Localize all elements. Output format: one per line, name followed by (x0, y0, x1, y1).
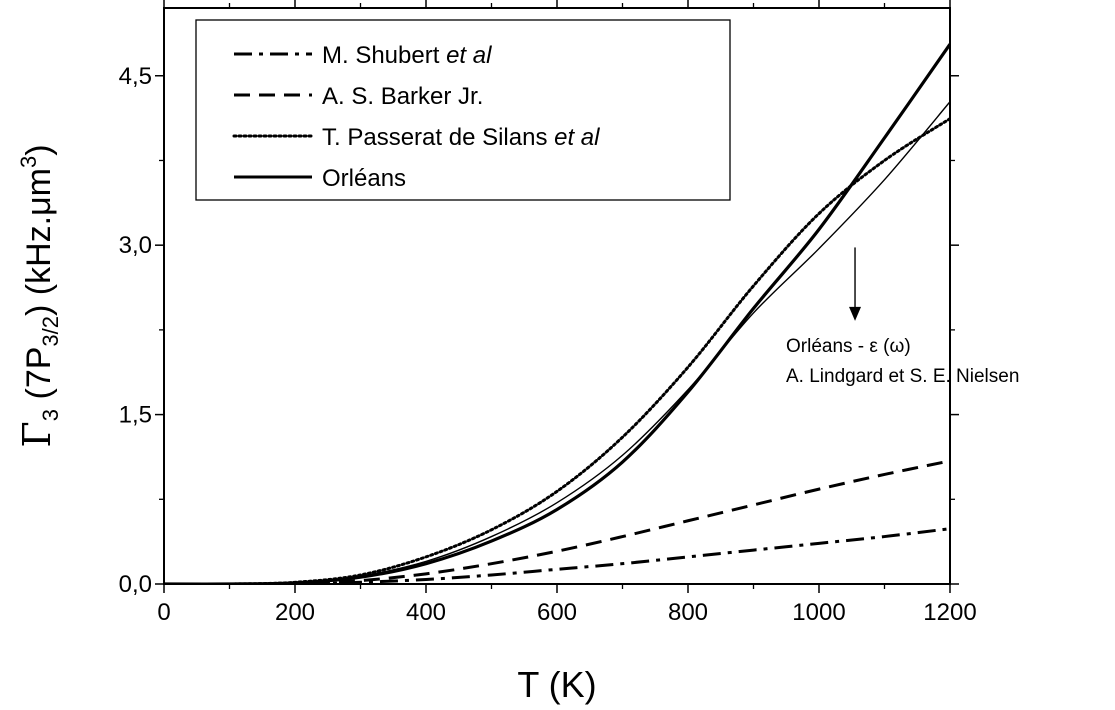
legend-label-1: A. S. Barker Jr. (322, 83, 483, 110)
x-axis-title: T (K) (517, 664, 596, 705)
legend-label-text: A. S. Barker Jr. (322, 83, 483, 110)
legend: M. Shubert et al A. S. Barker Jr. T. Passe… (195, 19, 731, 201)
series-line-4 (164, 101, 950, 584)
y-axis-title-superscript: 3 (16, 156, 41, 168)
annotation-line-1: Orléans - ε (ω) (786, 336, 911, 357)
legend-label-0: M. Shubert et al (322, 42, 492, 69)
y-tick-label: 1,5 (119, 402, 152, 429)
series-group (164, 43, 950, 584)
y-axis-title-end: ) (20, 144, 58, 155)
x-tick-label: 400 (406, 599, 446, 626)
annotation-line-2: A. Lindgard et S. E. Nielsen (786, 366, 1019, 387)
x-tick-label: 0 (157, 599, 170, 626)
series-line-0 (164, 527, 950, 584)
y-axis-title-text: (7P (20, 347, 58, 409)
axes-layer (155, 0, 959, 593)
y-tick-label: 3,0 (119, 232, 152, 259)
legend-box (195, 19, 731, 201)
legend-label-text: M. Shubert (322, 42, 446, 69)
legend-label-2: T. Passerat de Silans et al (322, 124, 600, 151)
y-tick-label: 0,0 (119, 571, 152, 598)
legend-label-text: T. Passerat de Silans (322, 124, 554, 151)
x-tick-label: 1000 (792, 599, 845, 626)
legend-label-3: Orléans (322, 165, 406, 192)
y-axis-title-symbol: Γ (15, 421, 59, 447)
x-tick-label: 200 (275, 599, 315, 626)
annotation: Orléans - ε (ω) A. Lindgard et S. E. Niel… (786, 247, 1019, 387)
series-line-1 (164, 459, 950, 584)
legend-label-italic: et al (554, 124, 600, 151)
legend-label-text: Orléans (322, 165, 406, 192)
x-tick-label: 800 (668, 599, 708, 626)
legend-label-italic: et al (446, 42, 492, 69)
y-tick-label: 4,5 (119, 63, 152, 90)
y-axis-title-unit: ) (kHz.μm (20, 168, 58, 316)
y-axis-title: Γ3 (7P3/2) (kHz.μm3) (15, 144, 63, 447)
y-axis-title-subscript: 3 (38, 409, 63, 421)
x-tick-label: 600 (537, 599, 577, 626)
plot-layer (164, 43, 950, 584)
y-axis-title-subscript-2: 3/2 (38, 316, 63, 347)
x-tick-label: 1200 (923, 599, 976, 626)
annotation-arrow-head (849, 306, 862, 321)
